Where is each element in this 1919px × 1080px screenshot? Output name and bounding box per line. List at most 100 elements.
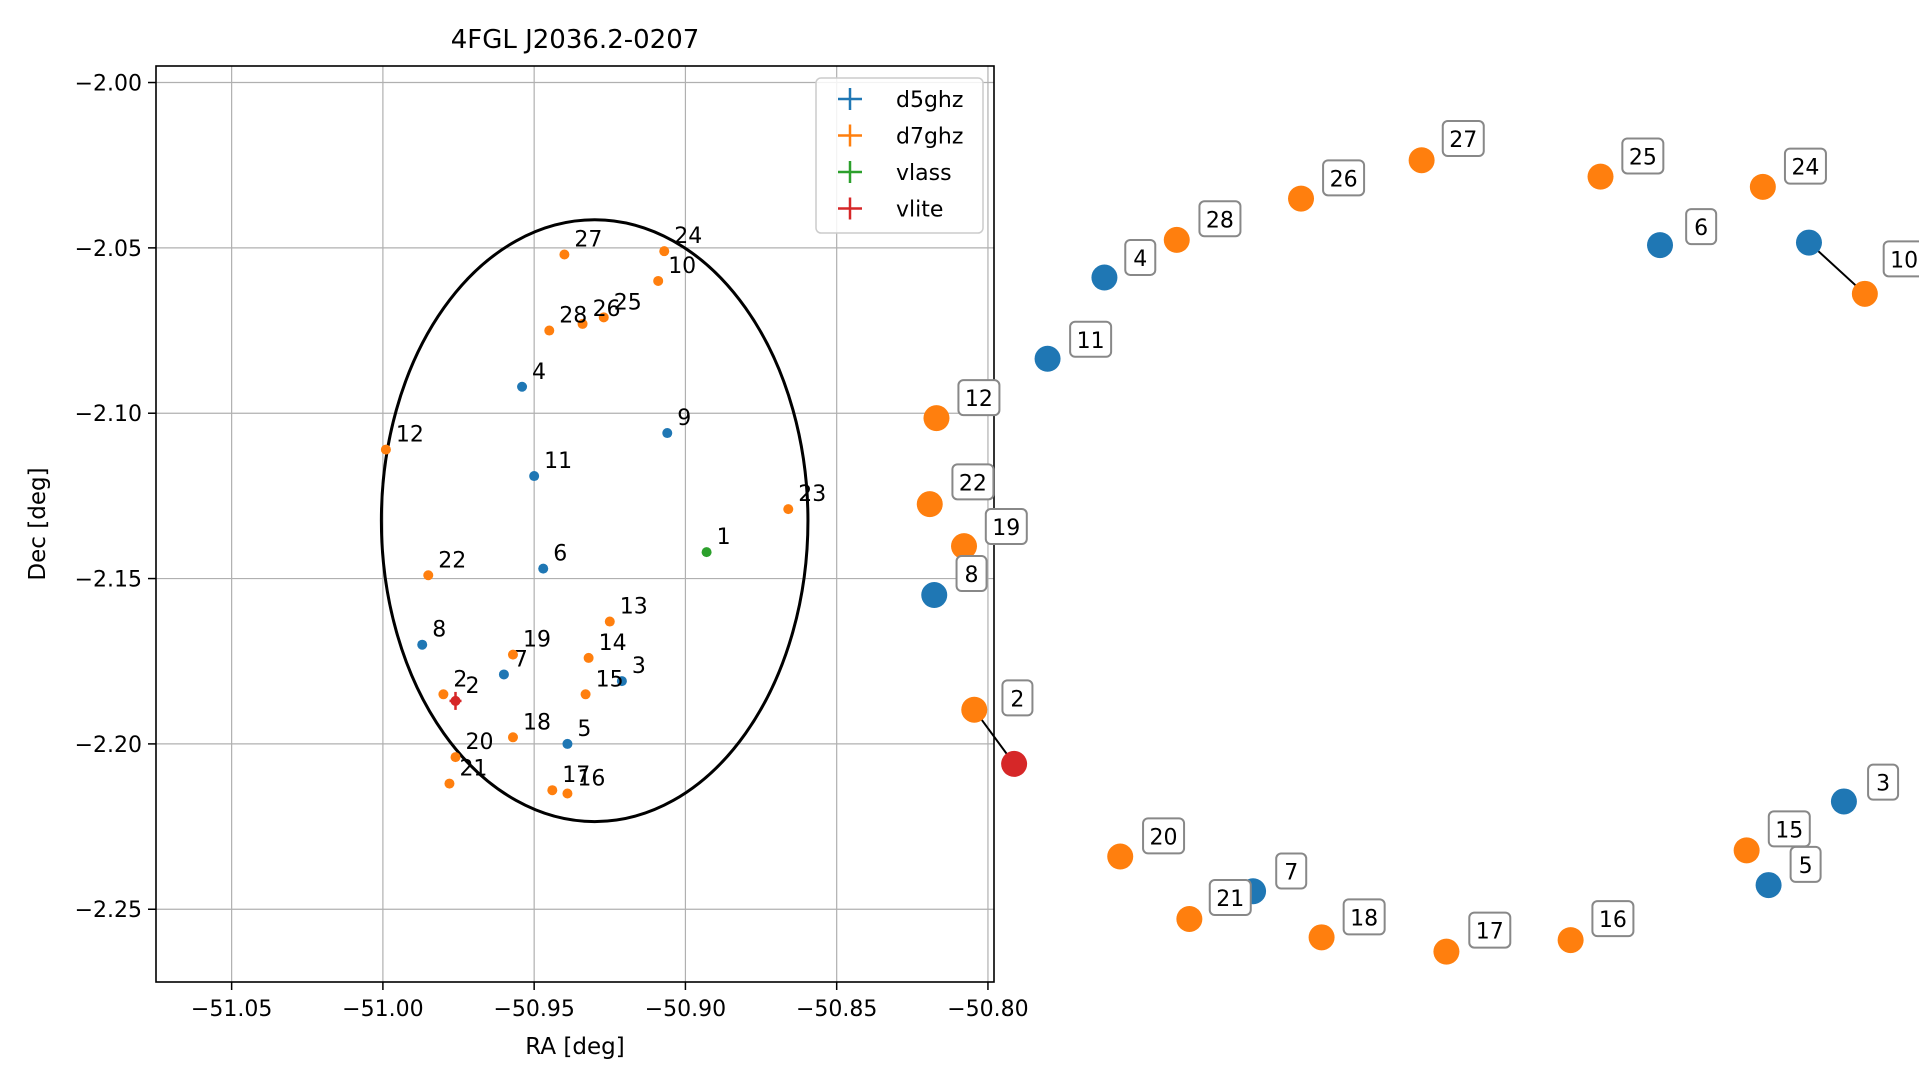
legend: d5ghz d7ghz vlass vlite: [815, 77, 984, 234]
x-tick-label: −50.85: [796, 997, 877, 1022]
data-point-d7ghz: [1433, 938, 1460, 965]
data-point-d7ghz: [1557, 927, 1584, 954]
data-point-d7ghz: [1587, 163, 1614, 190]
label-box: [1322, 159, 1366, 197]
y-tick-label: −2.10: [75, 402, 142, 427]
data-point-d7ghz: [444, 778, 455, 789]
data-point-d5ghz: [538, 563, 549, 574]
data-point-d7ghz: [1107, 843, 1134, 870]
point-label: 6: [553, 542, 567, 567]
label-box: [957, 379, 1001, 417]
data-point-d7ghz: [544, 325, 555, 336]
point-label: 18: [523, 710, 551, 735]
legend-label-vlite: vlite: [896, 198, 943, 223]
data-point-d7ghz: [1176, 905, 1203, 932]
point-label: 23: [798, 482, 826, 507]
point-label: 4: [1133, 247, 1147, 272]
chart-title: 4FGL J2036.2-0207: [451, 25, 700, 55]
data-point-d7ghz: [380, 444, 391, 455]
point-label: 19: [523, 628, 551, 653]
point-label: 17: [562, 763, 590, 788]
data-point-vlass: [701, 547, 712, 558]
data-point-d7ghz: [951, 533, 978, 560]
point-label: 8: [965, 563, 979, 588]
data-point-d5ghz: [529, 471, 540, 482]
point-label: 12: [965, 387, 993, 412]
point-label: 7: [1284, 861, 1298, 886]
label-box: [1142, 817, 1186, 855]
label-box: [1867, 763, 1900, 801]
point-label: 22: [959, 471, 987, 496]
data-point-d7ghz: [1308, 924, 1335, 951]
point-label: 3: [632, 654, 646, 679]
point-label: 13: [620, 595, 648, 620]
point-label: 26: [1330, 167, 1358, 192]
point-label: 16: [577, 767, 605, 792]
data-point-d5ghz: [517, 381, 528, 392]
data-point-d7ghz: [1163, 226, 1190, 253]
data-point-d7ghz: [423, 570, 434, 581]
data-point-d7ghz: [961, 696, 988, 723]
data-point-vlite: [450, 695, 461, 706]
data-point-d5ghz: [1647, 232, 1674, 259]
data-point-d7ghz: [507, 732, 518, 743]
data-point-d7ghz: [507, 649, 518, 660]
data-point-d7ghz: [562, 788, 573, 799]
right-chart: 1234567891011121314151617181920212223242…: [916, 120, 1919, 965]
data-point-d7ghz: [583, 652, 594, 663]
data-point-d7ghz: [1851, 280, 1878, 307]
data-point-d7ghz: [653, 275, 664, 286]
point-label: 11: [1077, 329, 1105, 354]
x-tick-label: −51.00: [342, 997, 423, 1022]
point-label: 12: [396, 423, 424, 448]
label-box: [1685, 208, 1718, 246]
point-label: 11: [544, 449, 572, 474]
data-point-d5ghz: [1830, 788, 1857, 815]
legend-label-d5ghz: d5ghz: [896, 88, 963, 113]
point-label: 10: [668, 254, 696, 279]
point-label: 25: [614, 290, 642, 315]
data-point-d5ghz: [1034, 345, 1061, 372]
label-box: [1124, 238, 1157, 276]
data-point-d5ghz: [417, 639, 428, 650]
legend-label-vlass: vlass: [896, 161, 952, 186]
point-label: 22: [438, 548, 466, 573]
y-tick-label: −2.05: [75, 237, 142, 262]
point-label: 14: [599, 631, 627, 656]
x-tick-label: −51.05: [191, 997, 272, 1022]
point-label: 17: [1476, 920, 1504, 945]
label-box: [951, 463, 995, 501]
point-label: 28: [1206, 208, 1234, 233]
point-label: 18: [1350, 906, 1378, 931]
label-box: [1441, 120, 1485, 158]
point-label: 21: [1216, 887, 1244, 912]
legend-box: [815, 77, 984, 234]
point-label: 2: [1010, 687, 1024, 712]
data-point-d5ghz: [562, 738, 573, 749]
label-box: [1001, 679, 1034, 717]
point-label: 9: [677, 406, 691, 431]
point-label: 27: [574, 227, 602, 252]
label-box: [1621, 137, 1665, 175]
data-point-d7ghz: [604, 616, 615, 627]
data-point-d7ghz: [923, 405, 950, 432]
point-label: 21: [459, 757, 487, 782]
point-label: 20: [1150, 825, 1178, 850]
data-point-d7ghz: [1408, 147, 1435, 174]
label-box: [1882, 240, 1919, 278]
data-point-d7ghz: [577, 318, 588, 329]
point-label: 2: [466, 674, 480, 699]
label-box: [1275, 852, 1308, 890]
data-point-d7ghz: [450, 752, 461, 763]
data-point-d7ghz: [559, 249, 570, 260]
localization-ellipse: [379, 218, 810, 824]
data-point-d5ghz: [1795, 229, 1822, 256]
point-label: 19: [992, 516, 1020, 541]
data-point-d7ghz: [1733, 837, 1760, 864]
point-label: 16: [1599, 908, 1627, 933]
y-tick-label: −2.20: [75, 733, 142, 758]
point-label: 15: [596, 667, 624, 692]
x-axis-label: RA [deg]: [525, 1034, 624, 1060]
label-box: [1069, 320, 1113, 358]
